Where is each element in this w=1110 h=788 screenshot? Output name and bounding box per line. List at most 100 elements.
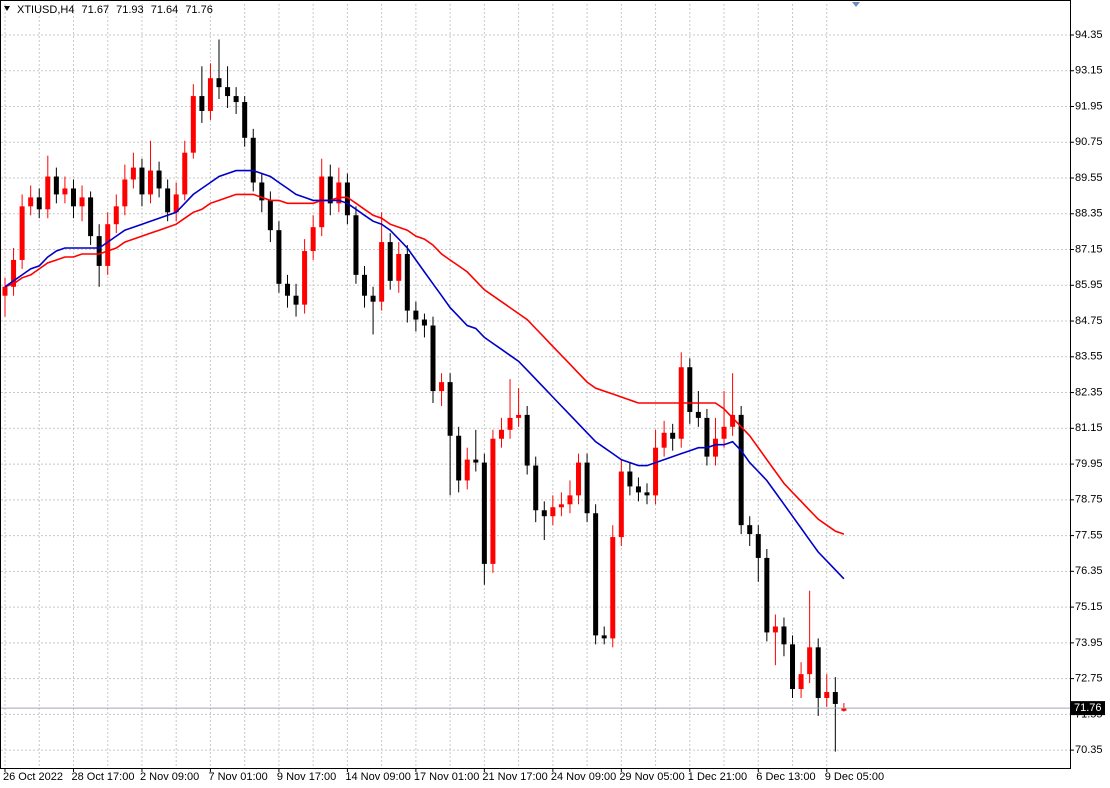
candle-body: [593, 513, 599, 636]
candle-body: [336, 182, 342, 204]
candle-body: [250, 137, 256, 183]
candle-body: [284, 283, 290, 296]
y-tick-label: 75.15: [1075, 601, 1103, 613]
candle-body: [190, 96, 196, 153]
candle-body: [207, 78, 213, 111]
x-tick-label: 2 Nov 09:00: [140, 771, 199, 783]
x-tick-label: 1 Dec 21:00: [688, 771, 747, 783]
candle-body: [387, 242, 393, 281]
candle-body: [558, 504, 564, 508]
candle-body: [524, 414, 530, 466]
candle-body: [841, 708, 847, 711]
candle-body: [772, 626, 778, 633]
candle-body: [293, 295, 299, 305]
candle-body: [516, 414, 522, 418]
y-tick-label: 82.35: [1075, 386, 1103, 398]
candle-body: [344, 182, 350, 216]
candle-body: [421, 319, 427, 326]
header-low: 71.64: [151, 4, 179, 16]
candle-body: [704, 417, 710, 457]
candle-body: [319, 176, 325, 228]
x-tick-label: 9 Dec 05:00: [825, 771, 884, 783]
candle-body: [370, 295, 376, 302]
x-tick-label: 9 Nov 17:00: [277, 771, 336, 783]
y-tick-label: 81.15: [1075, 422, 1103, 434]
candle-body: [712, 438, 718, 457]
candle-body: [11, 259, 17, 287]
candle-body: [798, 674, 804, 690]
candle-body: [610, 537, 616, 639]
candle-body: [498, 429, 504, 439]
moving-average-line: [4, 169, 845, 580]
candle-body: [173, 194, 179, 213]
candle-body: [233, 96, 239, 103]
x-tick-label: 14 Nov 09:00: [345, 771, 410, 783]
candle-body: [781, 626, 787, 645]
candle-body: [601, 635, 607, 639]
x-tick-label: 29 Nov 05:00: [619, 771, 684, 783]
y-tick-label: 88.35: [1075, 208, 1103, 220]
candle-body: [267, 200, 273, 231]
candle-body: [567, 495, 573, 505]
x-tick-label: 24 Nov 09:00: [551, 771, 616, 783]
candle-body: [45, 176, 51, 210]
y-tick-label: 84.75: [1075, 315, 1103, 327]
moving-average-line: [4, 193, 845, 535]
y-tick-label: 93.15: [1075, 65, 1103, 77]
candle-body: [302, 251, 308, 305]
y-tick-label: 91.95: [1075, 100, 1103, 112]
y-tick-label: 73.95: [1075, 637, 1103, 649]
candle-body: [430, 325, 436, 392]
menu-icon[interactable]: [4, 6, 10, 11]
y-tick-label: 94.35: [1075, 29, 1103, 41]
candle-body: [130, 167, 136, 180]
price-label-box: [1071, 701, 1105, 716]
x-tick-label: 26 Oct 2022: [3, 771, 63, 783]
candle-body: [404, 253, 410, 311]
x-tick-label: 21 Nov 17:00: [482, 771, 547, 783]
candle-body: [687, 367, 693, 412]
y-tick-label: 89.55: [1075, 172, 1103, 184]
candle-body: [19, 206, 25, 260]
candle-body: [396, 253, 402, 281]
candle-body: [259, 182, 265, 201]
candle-body: [447, 382, 453, 436]
candle-body: [730, 414, 736, 427]
candle-body: [635, 486, 641, 493]
y-tick-label: 76.35: [1075, 565, 1103, 577]
candle-body: [2, 286, 8, 296]
x-tick-label: 6 Dec 13:00: [756, 771, 815, 783]
candle-body: [70, 188, 76, 207]
candle-body: [53, 176, 59, 195]
header-close: 71.76: [185, 4, 213, 16]
candle-body: [165, 188, 171, 213]
chart-title: XTIUSD,H4 71.67 71.93 71.64 71.76: [17, 4, 213, 16]
y-tick-label: 72.75: [1075, 673, 1103, 685]
candle-body: [832, 692, 838, 704]
candle-body: [507, 417, 513, 430]
candle-body: [815, 647, 821, 698]
plot-frame: [0, 0, 1071, 769]
candle-body: [439, 382, 445, 392]
candle-body: [473, 459, 479, 463]
candle-body: [353, 215, 359, 275]
candle-body: [661, 432, 667, 448]
candle-body: [28, 197, 34, 207]
candle-body: [310, 227, 316, 252]
candle-body: [747, 525, 753, 535]
candle-body: [550, 507, 556, 517]
candle-body: [764, 557, 770, 633]
candle-body: [481, 462, 487, 564]
candle-body: [88, 197, 94, 237]
candle-body: [199, 96, 205, 111]
candle-body: [464, 459, 470, 481]
candle-body: [113, 206, 119, 225]
candle-body: [627, 471, 633, 487]
candle-body: [148, 170, 154, 195]
y-tick-label: 83.55: [1075, 351, 1103, 363]
header-open: 71.67: [82, 4, 110, 16]
y-tick-label: 70.35: [1075, 744, 1103, 756]
candle-body: [790, 644, 796, 690]
candle-body: [695, 411, 701, 418]
